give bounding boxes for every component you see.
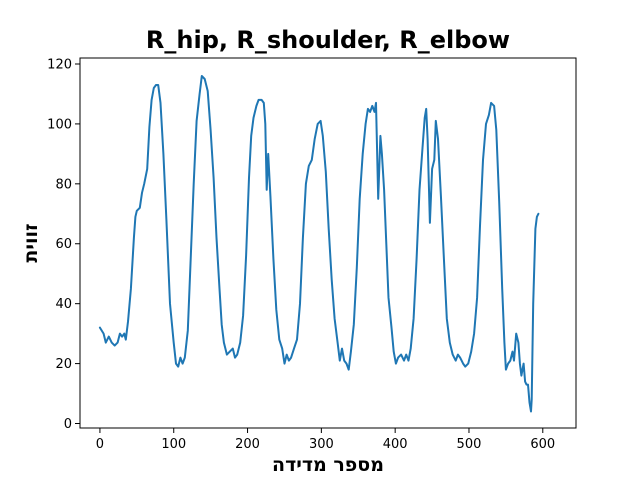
y-tick-label: 40 bbox=[55, 297, 72, 312]
x-tick-label: 600 bbox=[530, 437, 555, 452]
y-axis-label: זווית bbox=[20, 223, 42, 262]
x-axis-label: מספר מדידה bbox=[272, 454, 384, 476]
x-tick-label: 400 bbox=[383, 437, 408, 452]
y-tick-label: 80 bbox=[55, 177, 72, 192]
y-tick-label: 100 bbox=[47, 117, 72, 132]
y-axis: 0 20 40 60 80 100 120 bbox=[47, 57, 80, 432]
y-tick-label: 60 bbox=[55, 237, 72, 252]
x-tick-label: 200 bbox=[235, 437, 260, 452]
x-axis: 0 100 200 300 400 500 600 bbox=[96, 428, 555, 452]
x-tick-label: 300 bbox=[309, 437, 334, 452]
plot-area-frame bbox=[79, 57, 577, 429]
chart-title: R_hip, R_shoulder, R_elbow bbox=[146, 26, 510, 54]
y-tick-label: 0 bbox=[64, 417, 72, 432]
x-tick-label: 0 bbox=[96, 437, 104, 452]
series-line bbox=[98, 75, 540, 413]
x-tick-label: 500 bbox=[457, 437, 482, 452]
y-tick-label: 120 bbox=[47, 57, 72, 72]
y-tick-label: 20 bbox=[55, 357, 72, 372]
x-tick-label: 100 bbox=[161, 437, 186, 452]
